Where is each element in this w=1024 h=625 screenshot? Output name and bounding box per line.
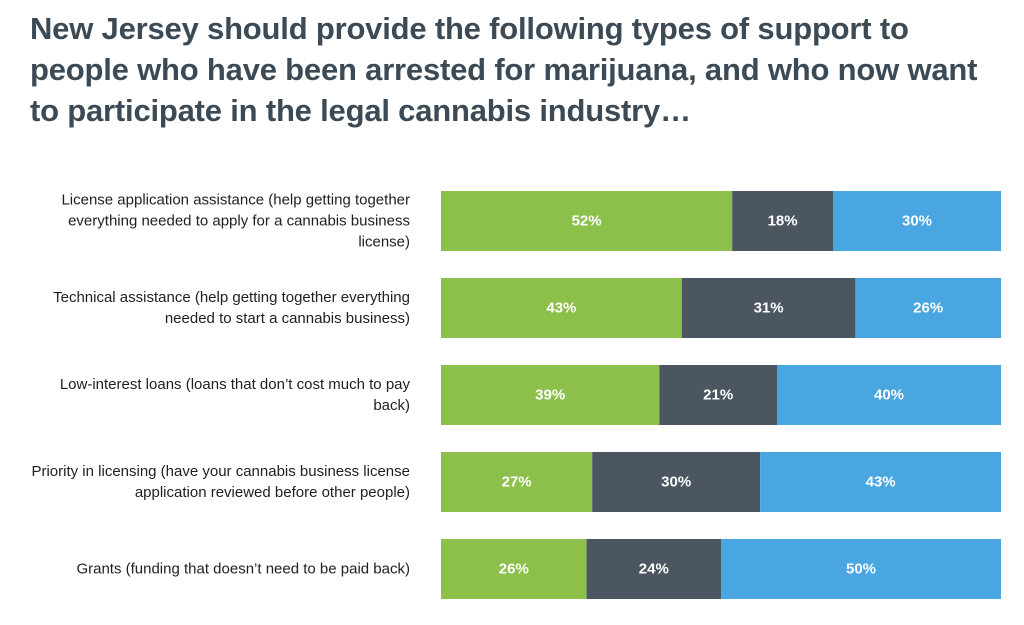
bar-segment-1 (441, 452, 593, 512)
data-label: 43% (546, 300, 576, 317)
data-label: 30% (661, 474, 691, 491)
bar-segment-2 (732, 191, 833, 251)
data-label: 50% (846, 561, 876, 578)
bar-segment-3 (855, 278, 1001, 338)
data-label: 39% (535, 387, 565, 404)
category-label: Technical assistance (help getting toget… (53, 289, 410, 327)
data-label: 30% (902, 213, 932, 230)
data-label: 52% (572, 213, 602, 230)
chart-title: New Jersey should provide the following … (30, 11, 978, 128)
data-label: 31% (754, 300, 784, 317)
bar-segment-2 (586, 539, 721, 599)
bar-segment-2 (659, 365, 777, 425)
bar-segment-1 (441, 365, 660, 425)
bar-segment-1 (441, 191, 733, 251)
data-label: 24% (639, 561, 669, 578)
data-label: 21% (703, 387, 733, 404)
category-label: Low-interest loans (loans that don’t cos… (59, 376, 410, 414)
category-label: Priority in licensing (have your cannabi… (31, 463, 410, 501)
bar-segment-2 (592, 452, 761, 512)
category-label: License application assistance (help get… (61, 191, 410, 251)
bar-segment-2 (681, 278, 856, 338)
data-label: 26% (499, 561, 529, 578)
bar-segment-3 (721, 539, 1001, 599)
bar-segment-1 (441, 278, 682, 338)
bar-segment-3 (833, 191, 1001, 251)
data-label: 18% (768, 213, 798, 230)
bar-segment-3 (760, 452, 1001, 512)
category-label: Grants (funding that doesn’t need to be … (76, 560, 410, 578)
data-label: 40% (874, 387, 904, 404)
bar-segment-3 (777, 365, 1001, 425)
data-label: 26% (913, 300, 943, 317)
bar-segment-1 (441, 539, 587, 599)
data-label: 27% (502, 474, 532, 491)
data-label: 43% (866, 474, 896, 491)
